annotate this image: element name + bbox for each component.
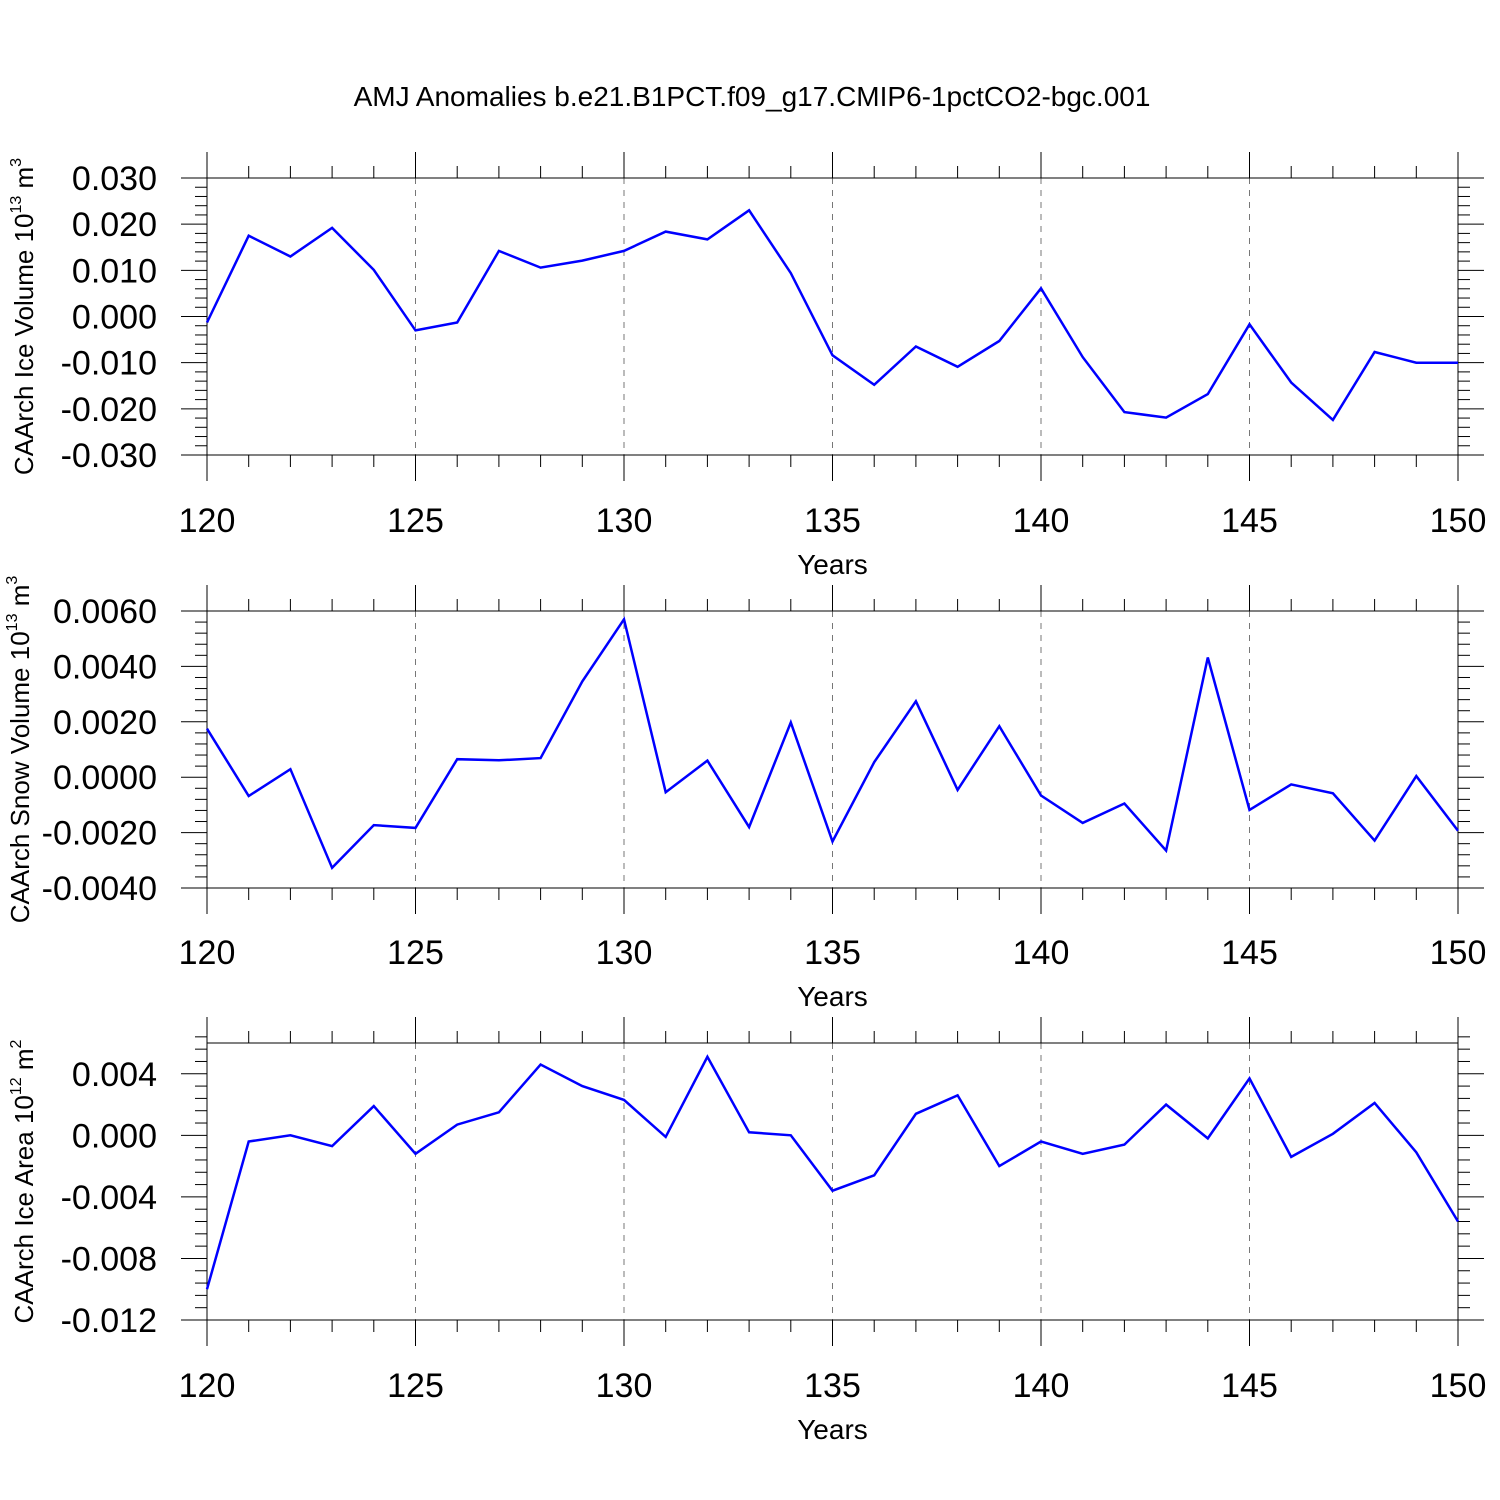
x-tick-label: 130 [596,1367,653,1405]
y-tick-label: -0.008 [61,1240,157,1278]
x-tick-label: 150 [1430,934,1487,972]
x-tick-label: 145 [1221,934,1278,972]
y-axis-label-superscript: 12 [8,1077,25,1095]
x-tick-label: 120 [179,1367,236,1405]
y-tick-label: 0.0000 [53,759,157,797]
y-axis-label-text: m [9,1048,39,1077]
y-tick-label: 0.000 [72,1117,157,1155]
y-tick-label: -0.004 [61,1179,157,1217]
series-line [205,1054,1460,1290]
y-tick-label: 0.0060 [53,593,157,631]
x-tick-label: 120 [179,934,236,972]
y-axis-label-text: CAArch Ice Volume 10 [9,214,39,476]
y-tick-label: -0.0020 [42,815,157,853]
chart-panel-1: 120 125 130 135 140 145 150 -0.030 -0.020 -0.010 0… [8,152,1486,580]
x-tick-label: 140 [1013,502,1070,540]
x-tick-label: 135 [804,934,861,972]
x-tick-label: 140 [1013,934,1070,972]
y-tick-label: 0.0020 [53,704,157,742]
y-tick-label: 0.020 [72,206,157,244]
y-axis-label-superscript: 13 [8,196,25,214]
x-tick-label: 120 [179,502,236,540]
y-axis-label: CAArch Ice Volume 1013 m3 [8,158,39,475]
y-axis-label: CAArch Ice Area 1012 m2 [8,1039,39,1323]
y-axis-label-superscript: 13 [4,613,21,631]
y-axis-label-text: m [9,167,39,196]
x-tick-label: 145 [1221,502,1278,540]
series-line [205,208,1458,422]
panels-group: 120 125 130 135 140 145 150 -0.030 -0.020 -0.010 0… [4,152,1486,1445]
y-tick-label: 0.010 [72,252,157,290]
series-line [205,616,1459,871]
x-tick-label: 125 [387,1367,444,1405]
y-tick-label: 0.000 [72,299,157,337]
x-tick-label: 135 [804,1367,861,1405]
figure-title: AMJ Anomalies b.e21.B1PCT.f09_g17.CMIP6-… [354,81,1151,112]
chart-panel-3: 120 125 130 135 140 145 150 -0.012 -0.008 -0.004 0… [8,1017,1486,1445]
y-tick-label: 0.0040 [53,648,157,686]
y-tick-label: -0.020 [61,391,157,429]
x-tick-label: 135 [804,502,861,540]
y-axis-label-text: CAArch Ice Area 10 [9,1095,39,1323]
x-tick-label: 150 [1430,1367,1487,1405]
y-axis-label: CAArch Snow Volume 1013 m3 [4,576,35,924]
y-tick-label: -0.012 [61,1302,157,1340]
y-tick-label: 0.030 [72,160,157,198]
y-tick-label: 0.004 [72,1056,157,1094]
y-tick-label: -0.030 [61,437,157,475]
y-axis-label-text: m [5,585,35,614]
x-tick-label: 145 [1221,1367,1278,1405]
x-axis-label: Years [797,981,868,1012]
y-axis-label-superscript: 3 [8,158,25,167]
y-axis-label-superscript: 3 [4,576,21,585]
y-tick-label: -0.0040 [42,870,157,908]
x-axis-label: Years [797,1414,868,1445]
x-tick-label: 150 [1430,502,1487,540]
chart-panel-2: 120 125 130 135 140 145 150 -0.0040 -0.0020 0.000… [4,576,1486,1012]
x-tick-label: 130 [596,502,653,540]
y-axis-label-superscript: 2 [8,1039,25,1048]
x-tick-label: 125 [387,934,444,972]
x-tick-label: 125 [387,502,444,540]
y-axis-label-text: CAArch Snow Volume 10 [5,631,35,923]
x-tick-label: 130 [596,934,653,972]
x-tick-label: 140 [1013,1367,1070,1405]
y-tick-label: -0.010 [61,345,157,383]
x-axis-label: Years [797,549,868,580]
